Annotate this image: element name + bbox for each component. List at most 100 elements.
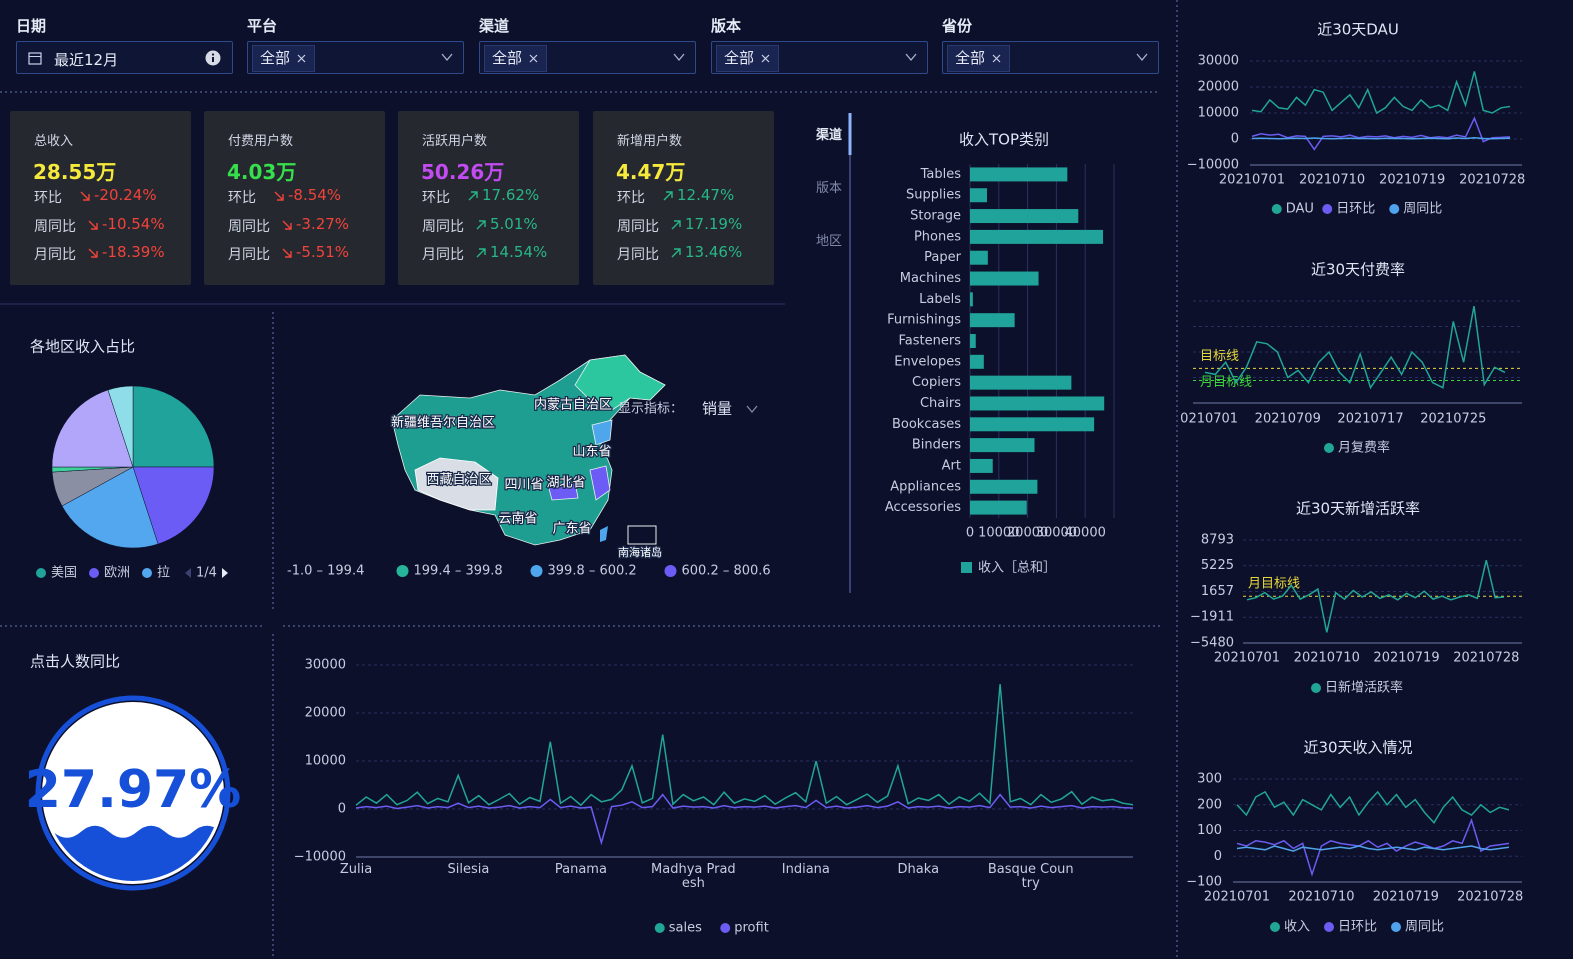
trend-up bbox=[671, 219, 681, 229]
legend-label: DAU bbox=[1286, 202, 1314, 217]
map-region bbox=[414, 457, 499, 511]
visual-map: -1.0 – 199.4 199.4 – 399.8 399.8 – 600.2 60… bbox=[287, 564, 811, 579]
map-region bbox=[591, 419, 613, 446]
chart-title: 近30天收入情况 bbox=[1303, 739, 1412, 757]
x-tick-label: 20210710 bbox=[1294, 651, 1360, 666]
trend-up bbox=[663, 191, 673, 201]
series-line bbox=[1236, 790, 1510, 825]
map-region bbox=[589, 465, 611, 501]
y-tick-label: 20000 bbox=[305, 706, 346, 721]
bar bbox=[970, 396, 1105, 411]
y-tick-label: 0 bbox=[338, 802, 346, 817]
kpi-row-value: -20.24% bbox=[94, 186, 157, 204]
filter-select[interactable]: 全部 bbox=[942, 41, 1159, 74]
tab[interactable]: 渠道 bbox=[816, 128, 843, 143]
bar bbox=[970, 229, 1104, 244]
legend-label: 收入 bbox=[1284, 920, 1310, 935]
kpi-row-value: 13.46% bbox=[685, 243, 743, 261]
x-tick-label: 20210710 bbox=[1299, 173, 1365, 188]
y-tick-label: Copiers bbox=[912, 375, 961, 390]
kpi-value: 4.03万 bbox=[227, 160, 297, 184]
visual-map-marker bbox=[664, 565, 677, 577]
filter-tag[interactable]: 全部 bbox=[484, 45, 548, 72]
kpi-row-value: -10.54% bbox=[102, 214, 165, 233]
bar bbox=[970, 292, 973, 307]
filter-select[interactable]: 全部 bbox=[711, 41, 928, 74]
map-label: 四川省 bbox=[504, 478, 543, 493]
map-label: 云南省 bbox=[498, 511, 537, 527]
tag-close bbox=[761, 54, 770, 63]
pie-slice bbox=[51, 389, 134, 468]
series-line bbox=[355, 684, 1134, 807]
x-tick-label: 20210728 bbox=[1459, 173, 1525, 188]
legend-label: 月复费率 bbox=[1338, 440, 1390, 456]
kpi-row-value: -8.54% bbox=[288, 186, 342, 204]
legend-marker bbox=[1391, 922, 1401, 932]
y-tick-label: 200 bbox=[1197, 797, 1222, 812]
map-label: 西藏自治区 bbox=[426, 473, 491, 488]
filter-select[interactable]: 全部 bbox=[479, 41, 696, 74]
chart-title: 近30天付费率 bbox=[1311, 261, 1405, 279]
filter-tag[interactable]: 全部 bbox=[252, 45, 316, 72]
chevron bbox=[905, 53, 917, 62]
bar bbox=[970, 250, 988, 265]
y-tick-label: Chairs bbox=[920, 396, 961, 411]
legend-label: 欧洲 bbox=[104, 566, 130, 581]
tab[interactable]: 版本 bbox=[816, 181, 843, 196]
legend-label: 收入［总和］ bbox=[978, 561, 1056, 576]
tag-close bbox=[992, 54, 1001, 63]
metric-select[interactable]: 销量 bbox=[702, 400, 732, 418]
filter-label: 平台 bbox=[247, 17, 278, 35]
y-tick-label: Binders bbox=[912, 438, 961, 453]
series-line bbox=[1236, 845, 1510, 852]
x-tick-label: Dhaka bbox=[897, 862, 940, 877]
kpi-row-value: 12.47% bbox=[677, 186, 735, 204]
kpi-card: 新增用户数 4.47万 环比 12.47% 周同比 17.19% 月同比 13.46% bbox=[593, 111, 774, 285]
legend-prev bbox=[185, 568, 191, 578]
filter-tag-text: 全部 bbox=[955, 49, 986, 67]
legend-swatch bbox=[961, 562, 972, 573]
visual-map-marker bbox=[799, 565, 811, 577]
y-tick-label: Supplies bbox=[906, 188, 961, 203]
trend-up bbox=[476, 219, 486, 229]
kpi-card: 付费用户数 4.03万 环比 -8.54% 周同比 -3.27% 月同比 -5.51% bbox=[204, 111, 385, 285]
filter-label: 省份 bbox=[942, 17, 973, 35]
map-label: 内蒙古自治区 bbox=[534, 397, 612, 413]
x-tick-label: 20210701 bbox=[1204, 890, 1270, 905]
chevron bbox=[673, 53, 685, 62]
bar bbox=[970, 375, 1072, 390]
chevron bbox=[1136, 53, 1148, 62]
x-tick-label: 20210728 bbox=[1457, 890, 1523, 905]
bar bbox=[970, 188, 987, 203]
y-tick-label: 0 bbox=[1231, 132, 1239, 147]
china-map bbox=[391, 354, 666, 546]
trend-up bbox=[468, 191, 478, 201]
series-line bbox=[1251, 71, 1511, 115]
kpi-row-label: 周同比 bbox=[617, 218, 659, 235]
filter-tag[interactable]: 全部 bbox=[947, 45, 1011, 72]
visual-map-marker bbox=[530, 565, 543, 577]
series-line bbox=[1204, 305, 1506, 390]
trend-down bbox=[274, 191, 284, 201]
filter-select[interactable]: 全部 bbox=[247, 41, 464, 74]
bar bbox=[970, 209, 1079, 224]
legend-marker bbox=[1324, 922, 1334, 932]
metric-label: 显示指标： bbox=[618, 402, 683, 417]
filter-select[interactable]: 最近12月 bbox=[16, 41, 233, 74]
chart-title: 近30天DAU bbox=[1317, 21, 1399, 39]
legend-marker bbox=[720, 923, 731, 933]
y-tick-label: Phones bbox=[914, 229, 961, 244]
trend-icon bbox=[663, 191, 673, 201]
visual-map-label: 600.2 – 800.6 bbox=[682, 564, 771, 579]
y-tick-label: −100 bbox=[1186, 875, 1222, 890]
tab[interactable]: 地区 bbox=[816, 234, 843, 249]
kpi-row-label: 环比 bbox=[422, 190, 450, 206]
info-icon bbox=[205, 50, 221, 66]
trend-down bbox=[80, 191, 90, 201]
filter-tag[interactable]: 全部 bbox=[716, 45, 780, 72]
y-tick-label: Bookcases bbox=[892, 417, 961, 432]
visual-map-marker bbox=[396, 565, 409, 577]
legend-label: 美国 bbox=[51, 566, 77, 581]
legend-marker bbox=[1324, 443, 1334, 453]
